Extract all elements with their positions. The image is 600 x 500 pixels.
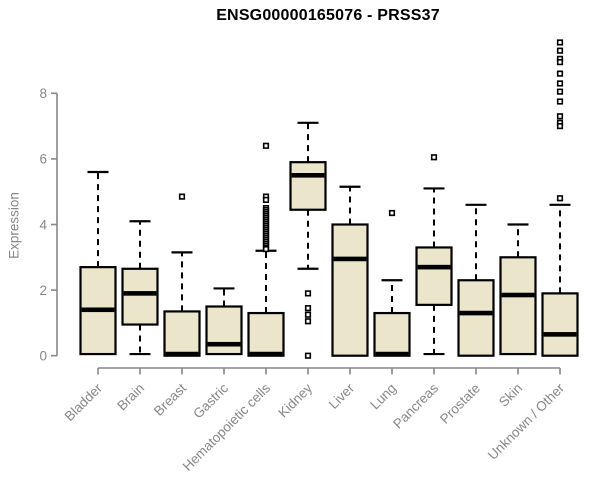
median-line	[501, 292, 535, 298]
box-hematopoietic-cells	[247, 311, 285, 357]
outlier-point	[304, 311, 312, 318]
box-prostate	[457, 279, 495, 357]
outlier-point	[388, 209, 396, 217]
x-tick-label: Prostate	[437, 381, 483, 427]
box-pancreas	[415, 246, 453, 306]
box-breast	[163, 310, 201, 357]
box-brain	[121, 267, 159, 326]
outlier-point	[304, 290, 312, 297]
y-tick-label: 4	[39, 217, 47, 232]
outlier-point	[262, 246, 270, 253]
outlier-point	[304, 318, 312, 325]
median-line	[207, 341, 241, 347]
outlier-point	[304, 352, 312, 359]
outlier-point	[556, 98, 564, 105]
median-line	[81, 307, 115, 313]
median-line	[417, 264, 451, 270]
box-kidney	[289, 161, 327, 211]
median-line	[291, 173, 325, 178]
box-unknown-other	[541, 292, 579, 357]
outlier-point	[556, 70, 564, 77]
box-gastric	[205, 305, 243, 356]
x-tick-label: Gastric	[190, 380, 231, 421]
outlier-point	[556, 195, 564, 202]
x-tick-label: Pancreas	[390, 380, 441, 431]
outlier-point	[178, 193, 186, 200]
box-lung	[373, 311, 411, 357]
chart-title: ENSG00000165076 - PRSS37	[216, 7, 440, 24]
x-tick-label: Unknown / Other	[485, 380, 568, 463]
median-line	[249, 351, 283, 357]
x-tick-label: Liver	[326, 380, 358, 412]
outlier-point	[304, 305, 312, 312]
median-line	[375, 351, 409, 357]
x-tick-label: Lung	[367, 381, 399, 413]
outlier-point	[262, 142, 270, 149]
median-line	[333, 256, 367, 262]
y-tick-label: 0	[39, 349, 47, 364]
x-tick-label: Brain	[114, 381, 147, 414]
x-tick-label: Bladder	[62, 380, 106, 424]
x-tick-label: Kidney	[275, 380, 315, 420]
outlier-point	[556, 123, 564, 130]
median-line	[459, 310, 493, 316]
box-skin	[499, 256, 537, 356]
y-tick-label: 8	[39, 86, 47, 101]
median-line	[123, 291, 157, 296]
outlier-point	[556, 39, 564, 46]
x-tick-label: Skin	[496, 381, 525, 410]
outlier-point	[430, 154, 438, 161]
outlier-point	[556, 47, 564, 54]
median-line	[165, 351, 199, 357]
y-axis-title: Expression	[6, 192, 22, 259]
median-line	[543, 332, 577, 337]
outlier-point	[556, 113, 564, 120]
box-liver	[331, 223, 369, 357]
y-tick-label: 6	[39, 152, 47, 167]
outlier-point	[262, 196, 270, 204]
outlier-point	[556, 59, 564, 66]
outlier-point	[556, 88, 564, 95]
x-tick-label: Breast	[151, 380, 189, 418]
outlier-point	[556, 80, 564, 87]
y-tick-label: 2	[39, 283, 47, 298]
